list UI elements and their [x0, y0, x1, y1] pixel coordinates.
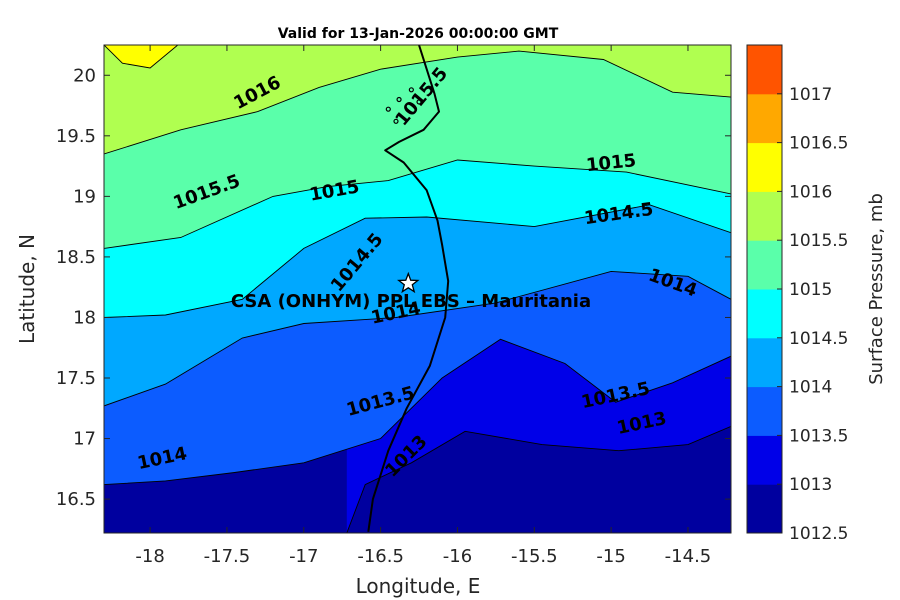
isobar-label: 1015: [585, 150, 637, 176]
colorbar-label: Surface Pressure, mb: [866, 193, 887, 385]
colorbar-swatch: [747, 93, 782, 144]
colorbar-swatch: [747, 45, 782, 95]
x-tick-label: -17: [289, 546, 318, 567]
band-fill-1015.5: [104, 45, 731, 154]
colorbar-swatch: [747, 484, 782, 534]
x-axis-label: Longitude, E: [356, 574, 481, 598]
y-tick-label: 17.5: [56, 368, 96, 389]
colorbar-swatch: [747, 191, 782, 241]
x-tick-label: -16: [443, 546, 472, 567]
isobar-1016: [104, 45, 179, 69]
colorbar-swatch: [747, 337, 782, 388]
isobar-lines: [104, 45, 731, 533]
x-tick-label: -16.5: [357, 546, 404, 567]
colorbar-tick-label: 1013.5: [789, 426, 848, 446]
colorbar-tick-label: 1017: [789, 85, 832, 105]
colorbar-swatch: [747, 289, 782, 339]
y-tick-label: 16.5: [56, 489, 96, 510]
colorbar-tick-label: 1014.5: [789, 329, 848, 349]
x-tick-label: -14.5: [665, 546, 712, 567]
colorbar-swatch: [747, 240, 782, 290]
site-label: CSA (ONHYM) PPL EBS – Mauritania: [231, 291, 591, 312]
y-tick-label: 20: [73, 65, 96, 86]
isobar-1013.5: [104, 338, 731, 486]
island-fragment: [396, 96, 402, 103]
isobar-1014: [104, 270, 731, 407]
isobar-1013: [346, 425, 731, 533]
colorbar-tick-label: 1015: [789, 280, 832, 300]
site-star-icon: [397, 271, 420, 294]
site-marker-group: CSA (ONHYM) PPL EBS – Mauritania: [231, 271, 591, 312]
pressure-fill-bands: [104, 45, 731, 533]
island-fragment: [408, 87, 414, 93]
y-axis-label: Latitude, N: [15, 234, 39, 344]
x-tick-label: -15.5: [511, 546, 558, 567]
colorbar-tick-label: 1012.5: [789, 524, 848, 544]
y-tick-label: 18.5: [56, 247, 96, 268]
colorbar-swatch: [747, 435, 782, 485]
colorbar-tick-label: 1016.5: [789, 134, 848, 154]
colorbar-swatch: [747, 386, 782, 436]
plot-frame: [103, 44, 732, 534]
island-fragment: [416, 99, 422, 105]
isobar-1014.5: [104, 204, 731, 318]
colorbar: 1012.5 1013 1013.5 1014 1014.5 1015 1015.5 1016…: [746, 44, 848, 544]
island-fragment: [385, 106, 391, 112]
isobar-1015.5: [104, 50, 731, 155]
band-fill-1016: [104, 45, 178, 68]
colorbar-tick-label: 1016: [789, 182, 832, 202]
x-tick-label: -15: [596, 546, 625, 567]
x-tick-label: -18: [135, 546, 164, 567]
y-tick-label: 17: [73, 429, 96, 450]
coastline-path: [367, 45, 450, 532]
y-tick-label: 18: [73, 307, 96, 328]
map-title: Valid for 13-Jan-2026 00:00:00 GMT: [278, 26, 559, 42]
y-tick-label: 19.5: [56, 126, 96, 147]
colorbar-tick-label: 1013: [789, 475, 832, 495]
colorbar-tick-label: 1014: [789, 378, 832, 398]
y-tick-label: 19: [73, 186, 96, 207]
coastline: [367, 45, 450, 532]
x-axis-ticks: -18 -17.5 -17 -16.5 -16 -15.5 -15 -14.5: [135, 45, 711, 567]
y-axis-ticks: 16.5 17 17.5 18 18.5 19 19.5 20: [56, 65, 731, 510]
colorbar-tick-label: 1015.5: [789, 231, 848, 251]
island-fragment: [393, 118, 399, 124]
colorbar-swatch: [747, 142, 782, 192]
x-tick-label: -17.5: [204, 546, 251, 567]
isobar-1015: [104, 159, 731, 249]
